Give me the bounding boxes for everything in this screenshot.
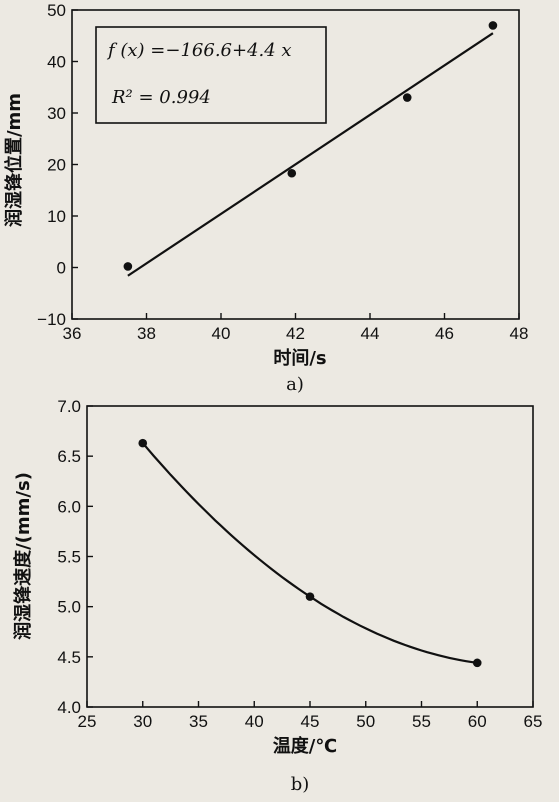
x-tick-label: 42: [286, 324, 305, 343]
y-tick-label: 5.5: [57, 548, 81, 567]
equation-box: f (x) =−166.6+4.4 x R² = 0.994: [95, 26, 327, 124]
x-tick-label: 25: [78, 712, 97, 731]
y-axis-title-b: 润湿锋速度/(mm/s): [12, 472, 34, 640]
caption-b: b): [291, 774, 310, 795]
y-tick-label: 4.0: [57, 698, 81, 717]
data-point: [287, 168, 297, 178]
r-squared: R² = 0.994: [111, 87, 211, 108]
y-tick-label: −10: [37, 310, 66, 329]
y-tick-label: 50: [47, 1, 66, 20]
caption-a: a): [286, 374, 304, 395]
x-tick-label: 30: [133, 712, 152, 731]
x-tick-label: 60: [468, 712, 487, 731]
data-point: [138, 438, 148, 448]
x-tick-label: 40: [245, 712, 264, 731]
y-tick-label: 4.5: [57, 648, 81, 667]
y-tick-label: 6.5: [57, 447, 81, 466]
x-tick-label: 50: [356, 712, 375, 731]
data-point: [488, 21, 498, 30]
x-tick-label: 36: [63, 324, 82, 343]
x-tick-label: 38: [137, 324, 156, 343]
y-tick-label: 40: [47, 53, 66, 72]
marks-a: [123, 21, 498, 277]
chart-b: 25 30 35 40 45 50 55 60 65 4.0 4.5 5.0 5.5 6.0 6.5 7.0…: [12, 397, 542, 795]
y-tick-label: 30: [47, 104, 66, 123]
x-tick-label: 46: [435, 324, 454, 343]
series-line: [141, 442, 478, 664]
y-tick-label: 6.0: [57, 497, 81, 516]
fit-equation: f (x) =−166.6+4.4 x: [106, 40, 292, 61]
x-tick-label: 44: [361, 324, 380, 343]
y-tick-label: 0: [57, 259, 66, 278]
y-tick-label: 7.0: [57, 397, 81, 416]
y-axis-title-a: 润湿锋位置/mm: [3, 93, 25, 227]
data-point: [123, 262, 133, 271]
x-tick-label: 35: [189, 712, 208, 731]
x-axis-title-b: 温度/℃: [273, 735, 337, 757]
x-tick-label: 48: [510, 324, 529, 343]
y-tick-label: 5.0: [57, 598, 81, 617]
x-ticks-b: 25 30 35 40 45 50 55 60 65: [78, 701, 543, 731]
y-tick-label: 10: [47, 207, 66, 226]
x-tick-label: 55: [412, 712, 431, 731]
x-tick-label: 65: [524, 712, 543, 731]
data-point: [472, 658, 482, 668]
y-ticks-a: −10 0 10 20 30 40 50: [37, 1, 78, 329]
x-axis-title-a: 时间/s: [273, 348, 326, 369]
chart-a: 36 38 40 42 44 46 48 −10 0 10 20 30 40 50 f (x) =−16…: [3, 1, 528, 395]
marks-b: [138, 438, 482, 668]
x-ticks-a: 36 38 40 42 44 46 48: [63, 313, 529, 343]
x-tick-label: 40: [212, 324, 231, 343]
data-point: [402, 93, 412, 102]
fit-line: [127, 32, 494, 277]
data-point: [305, 592, 315, 601]
y-ticks-b: 4.0 4.5 5.0 5.5 6.0 6.5 7.0: [57, 397, 93, 717]
x-tick-label: 45: [301, 712, 320, 731]
y-tick-label: 20: [47, 156, 66, 175]
